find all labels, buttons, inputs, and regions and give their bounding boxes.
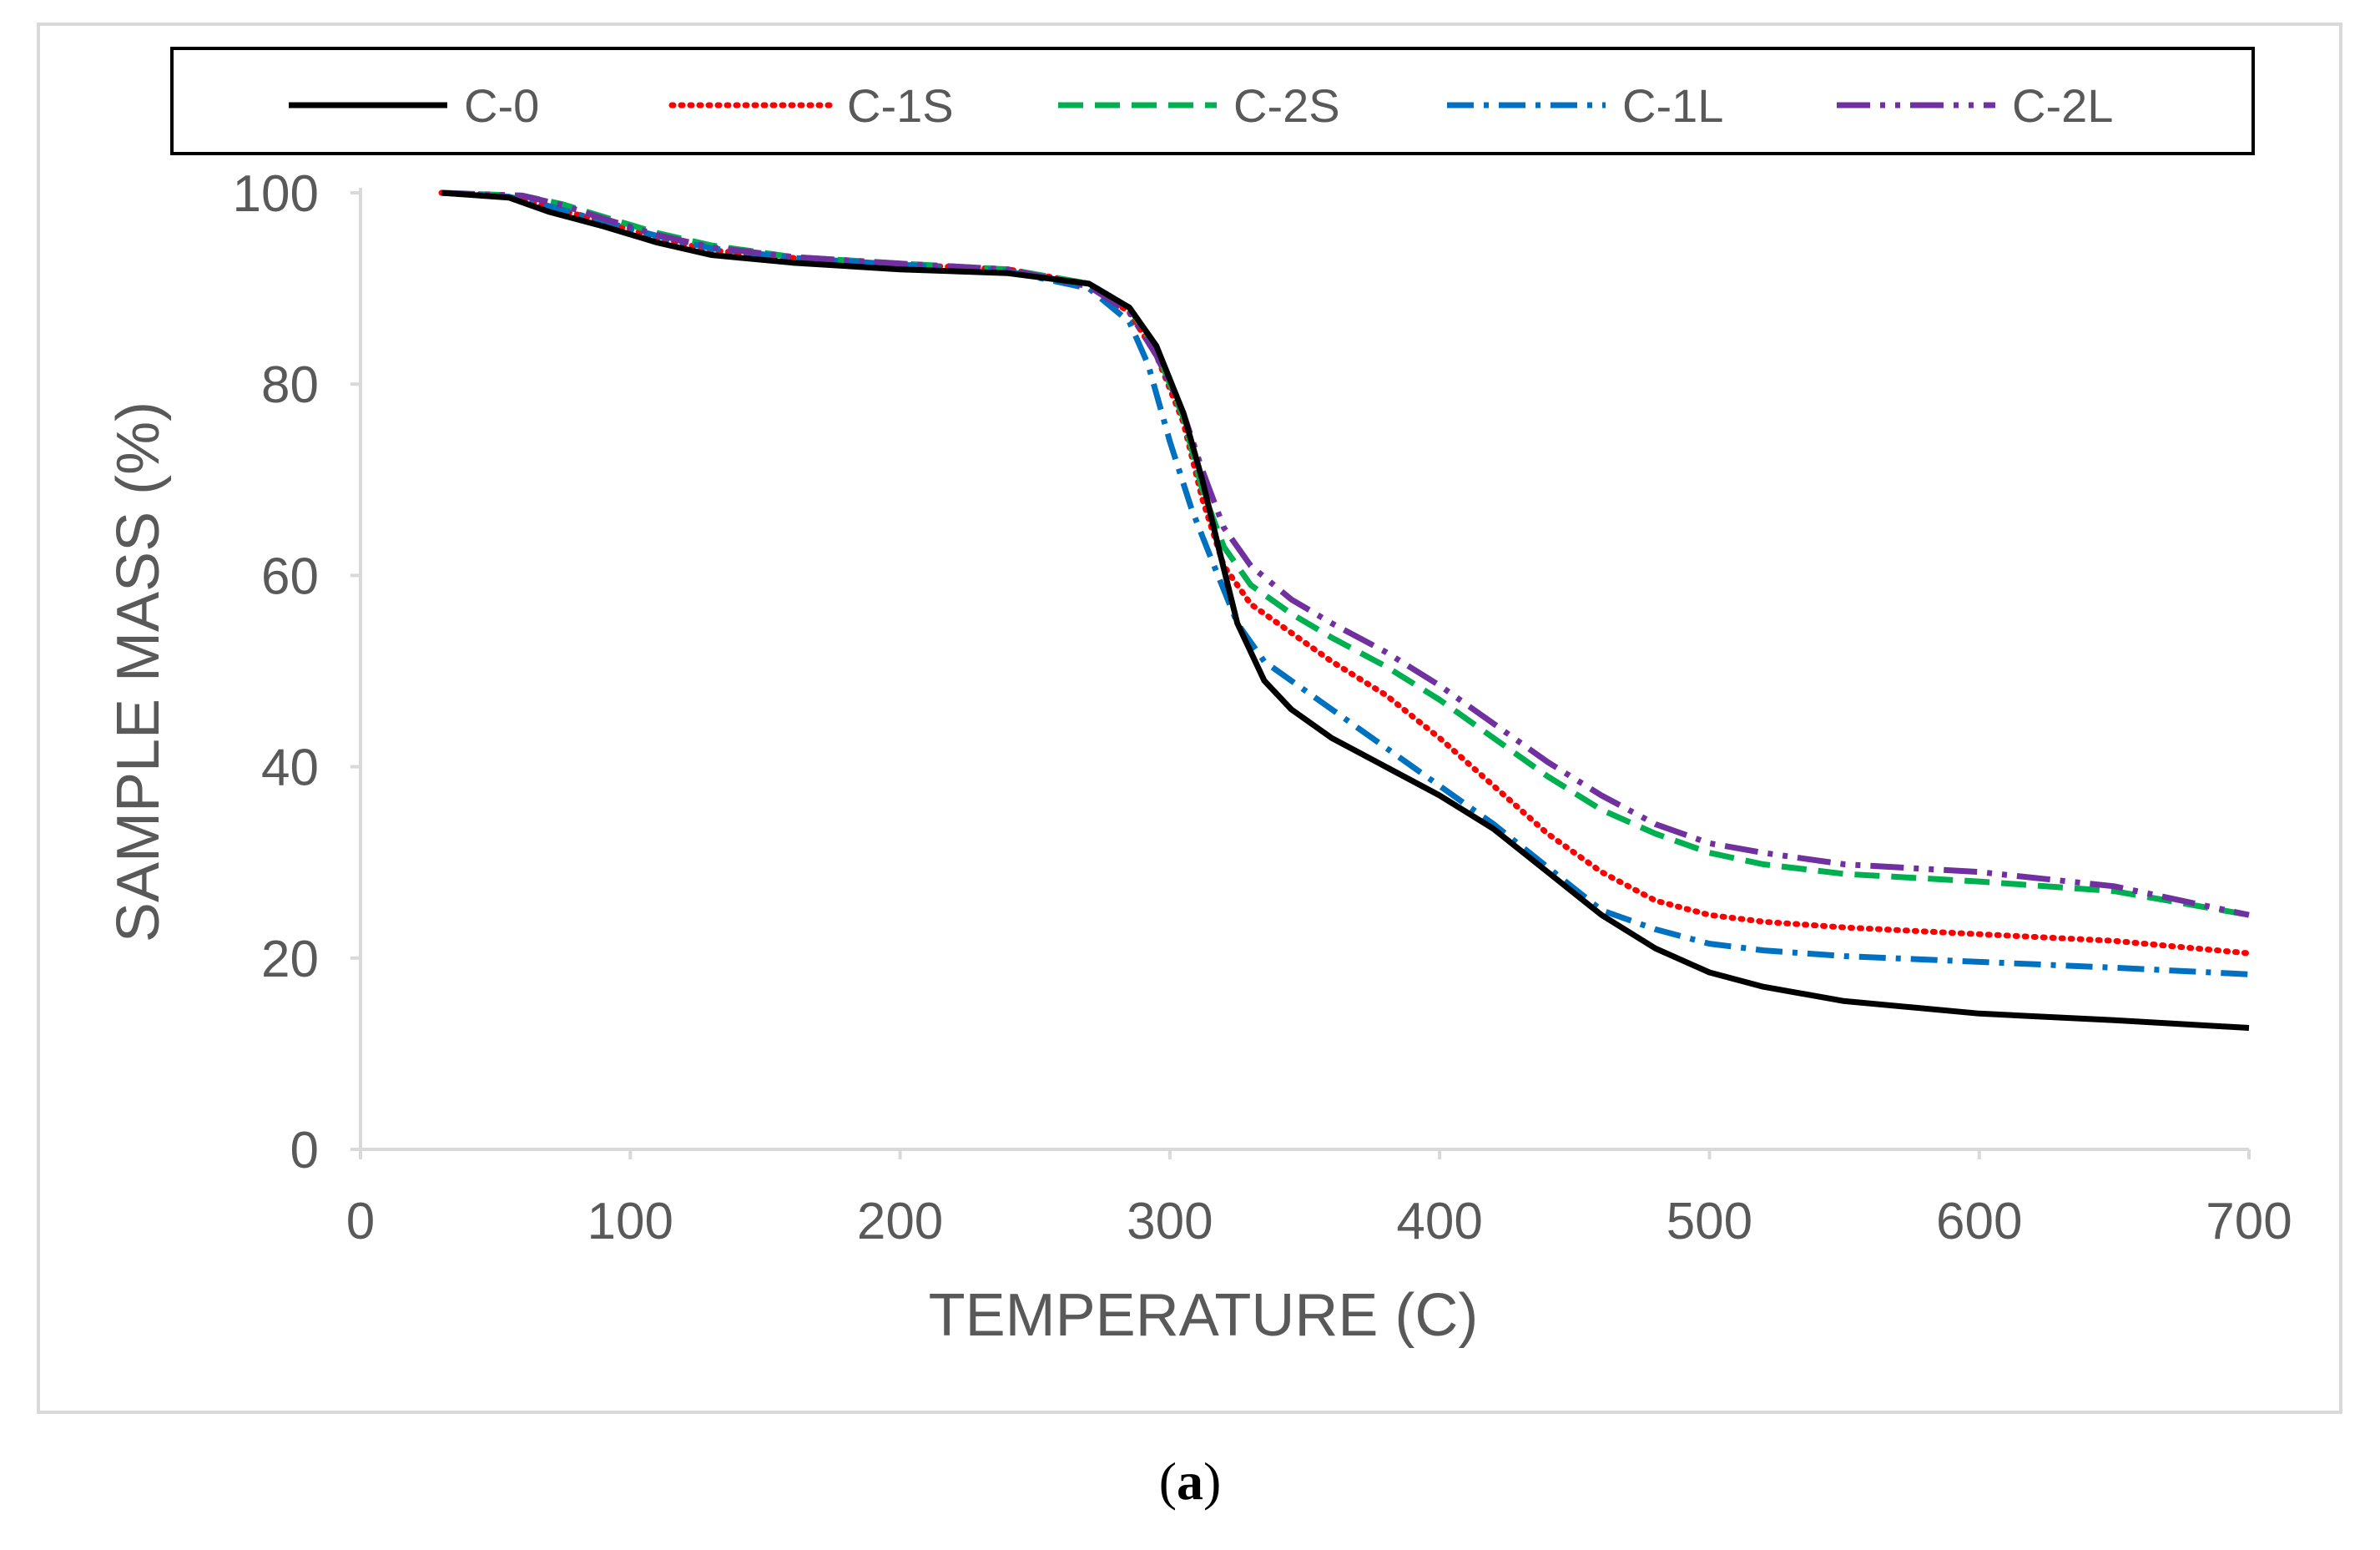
x-tick-label: 300 bbox=[1127, 1193, 1213, 1250]
x-tick-label: 0 bbox=[346, 1193, 375, 1250]
series-line-c-2s bbox=[441, 189, 2250, 918]
caption-open: ( bbox=[1158, 1452, 1177, 1511]
series-line-c-0 bbox=[441, 189, 2250, 1031]
caption-close: ) bbox=[1203, 1452, 1222, 1511]
legend: C-0 C-1S C-2S C-1L C-2L bbox=[289, 79, 2113, 132]
legend-label-c-2s: C-2S bbox=[1233, 79, 1340, 132]
x-tick-label: 100 bbox=[587, 1193, 673, 1250]
chart: C-0 C-1S C-2S C-1L C-2L 0 100 200 300 400 500 600 7… bbox=[105, 47, 2292, 1349]
x-axis-title: TEMPERATURE (C) bbox=[929, 1282, 1479, 1349]
y-tick-label: 100 bbox=[233, 165, 319, 223]
x-tick-label: 400 bbox=[1396, 1193, 1482, 1250]
legend-label-c-1s: C-1S bbox=[847, 79, 954, 132]
axes bbox=[350, 188, 2251, 1159]
series-layer bbox=[438, 189, 2252, 1031]
x-tick-label: 600 bbox=[1936, 1193, 2022, 1250]
legend-label-c-2l: C-2L bbox=[2012, 79, 2113, 132]
figure-caption: (a) bbox=[0, 1451, 2380, 1512]
y-tick-label: 60 bbox=[261, 548, 319, 605]
y-tick-label: 0 bbox=[290, 1122, 319, 1179]
tick-labels: 0 100 200 300 400 500 600 700 0 20 40 60 80 100 bbox=[233, 165, 2292, 1250]
legend-label-c-0: C-0 bbox=[464, 79, 539, 132]
series-line-c-1l bbox=[441, 189, 2250, 977]
x-tick-label: 500 bbox=[1667, 1193, 1752, 1250]
chart-frame: C-0 C-1S C-2S C-1L C-2L 0 100 200 300 400 500 600 7… bbox=[37, 23, 2342, 1414]
y-tick-label: 80 bbox=[261, 356, 319, 414]
y-tick-label: 20 bbox=[261, 931, 319, 988]
legend-box bbox=[170, 47, 2255, 155]
legend-label-c-1l: C-1L bbox=[1622, 79, 1723, 132]
caption-letter: a bbox=[1177, 1452, 1203, 1511]
y-tick-label: 40 bbox=[261, 740, 319, 797]
y-axis-title: SAMPLE MASS (%) bbox=[105, 401, 172, 942]
series-line-c-1s bbox=[438, 189, 2252, 957]
x-tick-label: 200 bbox=[857, 1193, 943, 1250]
series-line-c-2l bbox=[441, 189, 2250, 918]
x-tick-label: 700 bbox=[2206, 1193, 2292, 1250]
